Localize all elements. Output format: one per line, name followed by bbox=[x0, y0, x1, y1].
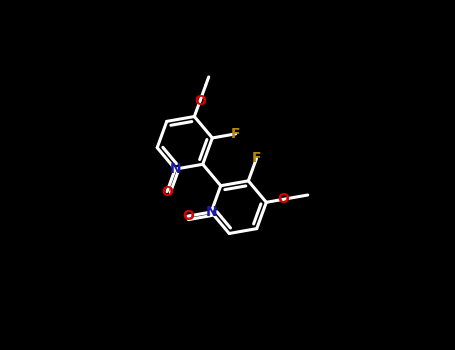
Text: N: N bbox=[205, 205, 217, 219]
Text: O: O bbox=[161, 184, 173, 198]
Text: N: N bbox=[169, 162, 181, 176]
Text: O: O bbox=[182, 209, 194, 223]
Text: F: F bbox=[252, 152, 261, 166]
Text: O: O bbox=[277, 193, 288, 206]
Text: F: F bbox=[231, 127, 241, 141]
Text: O: O bbox=[194, 94, 206, 108]
